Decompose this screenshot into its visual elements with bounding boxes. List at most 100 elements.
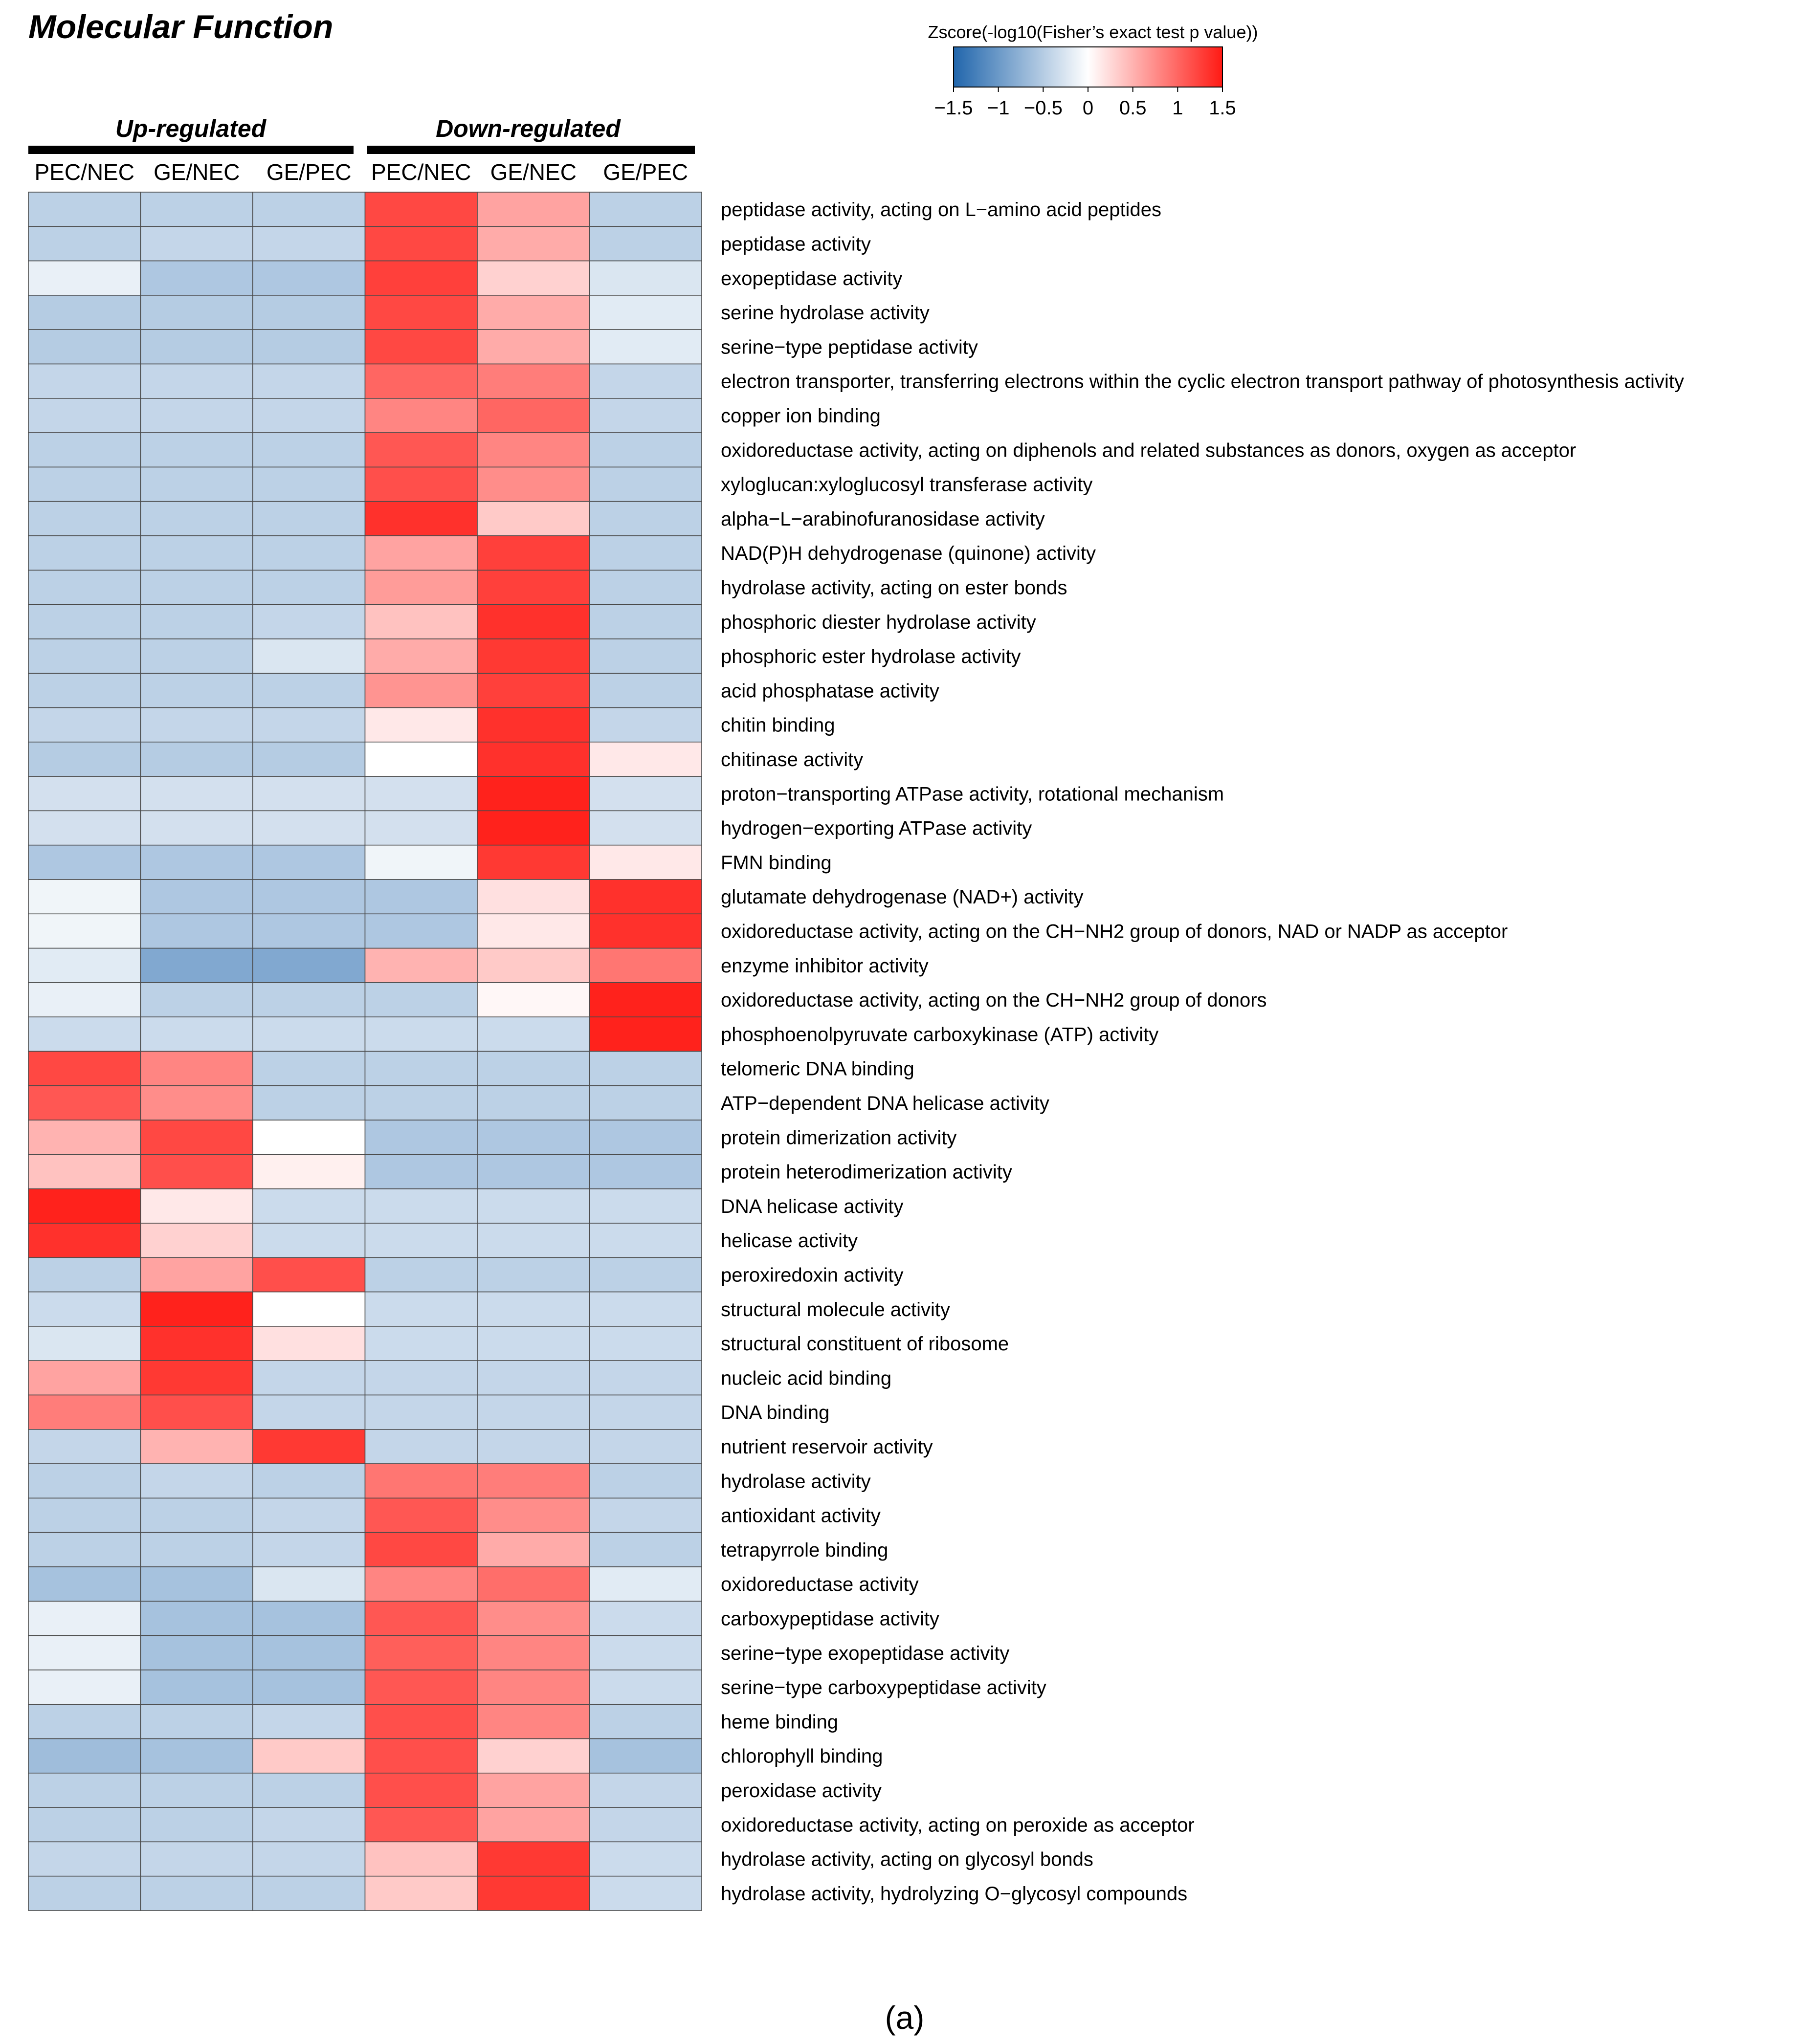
group-label-down-regulated: Down-regulated <box>436 115 621 142</box>
heatmap-cell <box>252 1016 366 1052</box>
heatmap-cell <box>28 707 141 743</box>
heatmap-cell <box>28 947 141 983</box>
legend-tick-label: 1.5 <box>1209 97 1236 119</box>
heatmap-cell <box>28 1257 141 1293</box>
figure-title: Molecular Function <box>28 8 333 45</box>
heatmap-cell <box>589 604 702 639</box>
heatmap-cell <box>364 1085 478 1121</box>
heatmap-cell <box>140 1635 253 1670</box>
heatmap-cell <box>477 226 590 262</box>
heatmap-cell <box>477 1257 590 1293</box>
heatmap-cell <box>364 329 478 365</box>
row-label: antioxidant activity <box>721 1505 881 1527</box>
heatmap-cell <box>252 501 366 536</box>
heatmap-cell <box>252 1051 366 1086</box>
heatmap-cell <box>252 1532 366 1567</box>
row-label: phosphoric ester hydrolase activity <box>721 646 1021 667</box>
heatmap-cell <box>28 810 141 846</box>
heatmap-cell <box>364 226 478 262</box>
heatmap-cell <box>252 1360 366 1396</box>
heatmap-cell <box>589 1497 702 1533</box>
legend-tick-label: −1 <box>987 97 1010 119</box>
heatmap-cell <box>140 1738 253 1774</box>
heatmap-cell <box>477 1875 590 1911</box>
row-label: oxidoreductase activity, acting on the C… <box>721 921 1508 942</box>
row-label: nucleic acid binding <box>721 1367 891 1389</box>
heatmap-cell <box>477 363 590 399</box>
heatmap-cell <box>140 192 253 227</box>
heatmap-cell <box>140 1532 253 1567</box>
heatmap-cell <box>28 1223 141 1258</box>
heatmap-cell <box>140 1051 253 1086</box>
heatmap-cell <box>477 1291 590 1327</box>
row-label: chitin binding <box>721 715 835 736</box>
heatmap-cell <box>140 363 253 399</box>
heatmap-cell <box>252 1394 366 1430</box>
heatmap-cell <box>140 1257 253 1293</box>
heatmap-cell <box>477 1085 590 1121</box>
heatmap-cell <box>252 1085 366 1121</box>
row-label: peroxidase activity <box>721 1780 882 1802</box>
heatmap-cell <box>252 1223 366 1258</box>
heatmap-cell <box>364 1257 478 1293</box>
heatmap-cell <box>28 1188 141 1224</box>
heatmap-cell <box>28 1016 141 1052</box>
row-label: alpha−L−arabinofuranosidase activity <box>721 508 1045 530</box>
heatmap-cell <box>589 1463 702 1499</box>
heatmap-cell <box>589 1601 702 1636</box>
heatmap-cell <box>28 1670 141 1705</box>
heatmap-cell <box>589 432 702 468</box>
legend-tick-label: 0.5 <box>1119 97 1147 119</box>
heatmap-cell <box>364 1738 478 1774</box>
heatmap-cell <box>477 260 590 296</box>
heatmap-cell <box>364 295 478 330</box>
row-label: hydrolase activity, acting on glycosyl b… <box>721 1849 1093 1870</box>
row-labels: peptidase activity, acting on L−amino ac… <box>721 199 1684 1905</box>
heatmap-cell <box>252 570 366 605</box>
heatmap-cell <box>140 1188 253 1224</box>
heatmap-cell <box>252 1773 366 1808</box>
heatmap-cell <box>28 1154 141 1189</box>
heatmap-cell <box>252 1463 366 1499</box>
heatmap-cell <box>252 1841 366 1877</box>
heatmap-cell <box>589 1016 702 1052</box>
heatmap-cell <box>477 673 590 708</box>
heatmap-cell <box>252 1670 366 1705</box>
heatmap-cell <box>477 707 590 743</box>
heatmap-cell <box>252 363 366 399</box>
heatmap-cell <box>252 1635 366 1670</box>
heatmap-cell <box>140 432 253 468</box>
heatmap-cell <box>364 879 478 915</box>
heatmap-cell <box>589 1566 702 1602</box>
heatmap-cell <box>589 363 702 399</box>
heatmap-cell <box>477 1463 590 1499</box>
heatmap-cell <box>140 1670 253 1705</box>
heatmap-cell <box>477 1738 590 1774</box>
row-label: peroxiredoxin activity <box>721 1264 904 1286</box>
heatmap-cell <box>364 1532 478 1567</box>
heatmap-cell <box>252 1601 366 1636</box>
heatmap-cell <box>589 501 702 536</box>
row-label: glutamate dehydrogenase (NAD+) activity <box>721 886 1083 908</box>
heatmap-cell <box>140 810 253 846</box>
heatmap-cell <box>28 1360 141 1396</box>
heatmap-cell <box>252 1429 366 1464</box>
column-label: PEC/NEC <box>35 159 134 185</box>
heatmap-cell <box>364 947 478 983</box>
heatmap-cell <box>28 776 141 812</box>
heatmap-cell <box>252 1188 366 1224</box>
heatmap-cell <box>477 570 590 605</box>
heatmap-cell <box>364 397 478 433</box>
row-label: hydrolase activity, hydrolyzing O−glycos… <box>721 1883 1187 1905</box>
heatmap-cell <box>28 673 141 708</box>
heatmap-cell <box>477 397 590 433</box>
heatmap-cell <box>589 1635 702 1670</box>
heatmap-cell <box>589 1223 702 1258</box>
heatmap-cell <box>477 192 590 227</box>
heatmap-cell <box>252 1291 366 1327</box>
heatmap-cell <box>252 295 366 330</box>
heatmap-cell <box>364 844 478 880</box>
heatmap-cell <box>477 1841 590 1877</box>
row-label: structural molecule activity <box>721 1299 950 1320</box>
heatmap-cell <box>364 1429 478 1464</box>
